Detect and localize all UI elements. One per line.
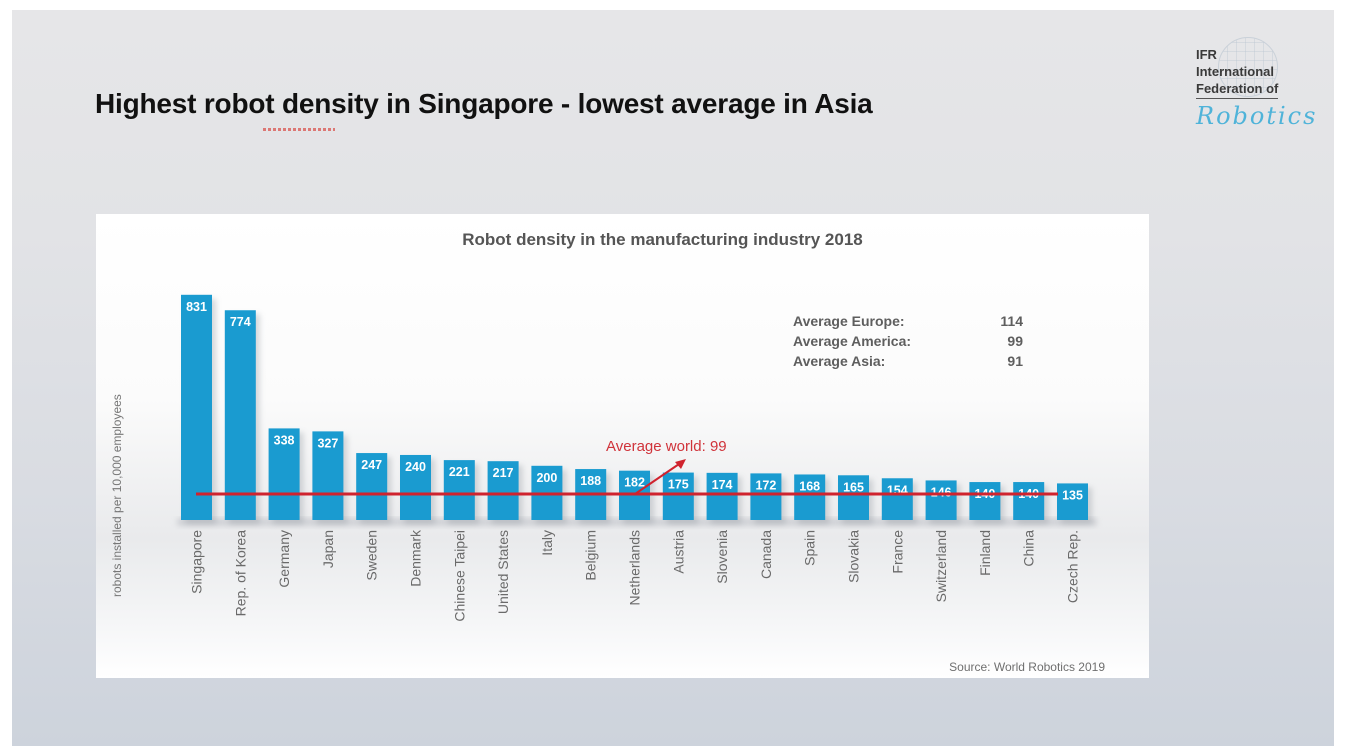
source-note: Source: World Robotics 2019 <box>949 660 1105 674</box>
average-value: 91 <box>1007 353 1023 369</box>
bar <box>1057 483 1088 520</box>
logo-text-federation: Federation of <box>1196 81 1279 99</box>
bar <box>181 294 212 520</box>
bar <box>224 310 256 520</box>
x-tick-label: Japan <box>320 530 336 568</box>
x-tick-label: Slovenia <box>714 530 730 584</box>
bar-value-label: 240 <box>405 460 426 474</box>
bar-value-label: 172 <box>755 478 776 492</box>
x-tick-label: Chinese Taipei <box>451 530 467 622</box>
average-row-europe: Average Europe: 114 <box>793 311 1023 331</box>
globe-icon <box>1218 37 1278 97</box>
bar <box>268 428 300 520</box>
x-tick-label: Switzerland <box>933 530 949 602</box>
y-axis-label: robots installed per 10,000 employees <box>110 394 124 597</box>
average-label: Average Asia: <box>793 353 886 369</box>
logo-text-robotics: Robotics <box>1196 102 1318 130</box>
annotation-arrow-head <box>675 459 686 469</box>
bar <box>750 473 782 520</box>
x-tick-label: Spain <box>802 530 818 566</box>
bar <box>400 454 431 520</box>
bar <box>312 431 344 520</box>
logo-text-international: International <box>1196 64 1275 79</box>
bar-value-label: 831 <box>186 300 207 314</box>
bar-value-label: 146 <box>931 485 952 499</box>
bar <box>706 472 738 520</box>
average-value: 99 <box>1007 333 1023 349</box>
x-tick-label: Netherlands <box>627 530 643 606</box>
x-tick-label: Finland <box>977 530 993 576</box>
world-average-annotation: Average world: 99 <box>606 438 727 455</box>
bar-value-label: 165 <box>843 480 864 494</box>
bar-value-label: 174 <box>712 478 733 492</box>
x-tick-label: Austria <box>670 530 686 574</box>
x-tick-label: China <box>1021 530 1037 567</box>
average-row-america: Average America: 99 <box>793 331 1023 351</box>
bar <box>969 482 1001 520</box>
average-row-asia: Average Asia: 91 <box>793 351 1023 371</box>
x-tick-label: Belgium <box>583 530 599 581</box>
chart-title: Robot density in the manufacturing indus… <box>462 230 863 249</box>
chart-panel: 831 Singapore 774 Rep. of Korea 338 Germany 32… <box>96 214 1149 678</box>
logo-text-ifr: IFR <box>1196 47 1217 62</box>
annotation-arrow-line <box>634 461 683 495</box>
bar <box>356 453 388 520</box>
bar <box>881 478 913 520</box>
bar-value-label: 182 <box>624 476 645 490</box>
bar <box>925 480 957 520</box>
bar <box>794 474 826 520</box>
x-tick-label: Singapore <box>189 530 205 594</box>
bar-value-label: 168 <box>799 479 820 493</box>
bar <box>443 460 475 520</box>
ifr-logo: IFR International Federation of Robotics <box>1182 35 1342 145</box>
bar <box>662 472 694 520</box>
bar-value-label: 247 <box>361 458 382 472</box>
bar <box>487 461 519 520</box>
bar-value-label: 327 <box>317 436 338 450</box>
bar <box>838 475 869 520</box>
bar-value-label: 774 <box>230 315 251 329</box>
bar-value-label: 338 <box>274 433 295 447</box>
x-tick-label: Slovakia <box>846 530 862 583</box>
bar-value-label: 188 <box>580 474 601 488</box>
x-tick-label: Rep. of Korea <box>232 530 248 617</box>
x-tick-label: Italy <box>539 530 555 556</box>
bar-value-label: 221 <box>449 465 470 479</box>
x-tick-label: Denmark <box>408 529 424 587</box>
bar-value-label: 135 <box>1062 488 1083 502</box>
bar-value-label: 175 <box>668 478 689 492</box>
bar-value-label: 217 <box>493 466 514 480</box>
bar-chart: 831 Singapore 774 Rep. of Korea 338 Germany 32… <box>177 294 1097 622</box>
x-tick-label: Germany <box>276 530 292 588</box>
average-label: Average America: <box>793 333 912 349</box>
average-value: 114 <box>1000 313 1023 329</box>
bar <box>1013 482 1045 520</box>
x-tick-label: United States <box>495 530 511 614</box>
x-tick-label: Sweden <box>364 530 380 581</box>
average-label: Average Europe: <box>793 313 905 329</box>
spellcheck-underline <box>263 128 335 131</box>
x-tick-label: Czech Rep. <box>1065 530 1081 603</box>
slide-title: Highest robot density in Singapore - low… <box>95 88 873 119</box>
x-tick-label: France <box>889 530 905 574</box>
averages-box: Average Europe: 114 Average America: 99 … <box>793 311 1023 371</box>
x-tick-label: Canada <box>758 530 774 579</box>
bar-value-label: 200 <box>536 471 557 485</box>
